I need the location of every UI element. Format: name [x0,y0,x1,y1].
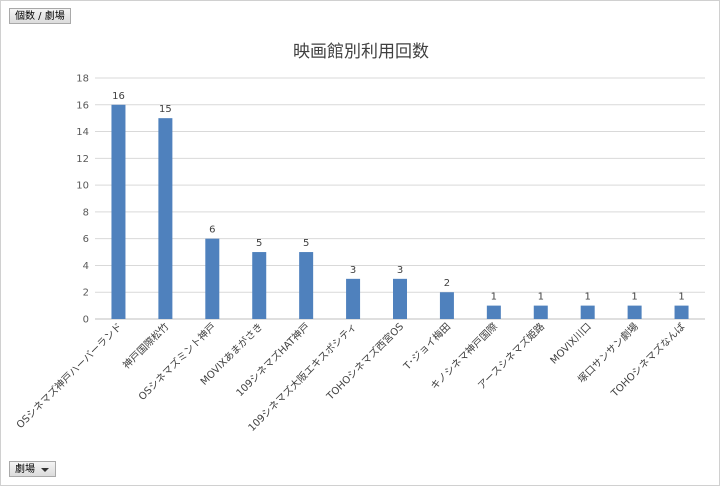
data-label: 2 [444,278,450,289]
data-label: 3 [350,265,356,276]
bar[interactable] [627,305,642,319]
x-tick-label: 神戸国際松竹 [120,320,172,372]
y-tick-label: 18 [76,74,89,85]
y-tick-label: 8 [83,207,89,218]
bar[interactable] [158,118,173,320]
y-tick-label: 16 [76,100,89,111]
data-label: 1 [678,292,684,303]
bar[interactable] [205,238,220,319]
data-label: 5 [303,238,309,249]
y-tick-label: 2 [83,288,89,299]
bar[interactable] [346,278,361,319]
chevron-down-icon[interactable] [41,468,49,472]
bar[interactable] [486,305,501,319]
bar[interactable] [439,292,454,319]
x-tick-label: MOVIX川口 [549,321,594,366]
y-tick-label: 0 [83,315,89,326]
value-field-button[interactable]: 個数 / 劇場 [9,8,71,24]
data-label: 16 [112,91,125,102]
bar[interactable] [111,104,126,320]
x-tick-label: TOHOシネマズなんば [607,320,687,400]
bar[interactable] [299,252,314,319]
y-tick-label: 10 [76,181,89,192]
y-tick-label: 6 [83,234,89,245]
data-label: 6 [209,225,215,236]
bar[interactable] [674,305,689,319]
data-label: 1 [631,292,637,303]
bar[interactable] [580,305,595,319]
data-label: 1 [491,292,497,303]
data-label: 15 [159,104,172,115]
bar[interactable] [393,278,407,319]
x-tick-label: T･ジョイ梅田 [400,320,453,373]
x-tick-label: OSシネマズミント神戸 [136,320,219,403]
data-label: 1 [585,292,591,303]
bar[interactable] [533,305,548,319]
x-tick-label: OSシネマズ神戸ハーバーランド [13,320,124,431]
axis-field-button[interactable]: 劇場 [9,461,56,477]
axis-field-label: 劇場 [15,464,35,475]
data-label: 1 [538,292,544,303]
y-tick-label: 12 [76,154,89,165]
y-tick-label: 14 [76,127,89,138]
chart-title: 映画館別利用回数 [293,42,429,62]
x-tick-label: TOHOシネマズ西宮OS [323,320,406,403]
y-tick-label: 4 [83,261,89,272]
bar[interactable] [252,252,267,319]
data-label: 3 [397,265,403,276]
data-label: 5 [256,238,262,249]
